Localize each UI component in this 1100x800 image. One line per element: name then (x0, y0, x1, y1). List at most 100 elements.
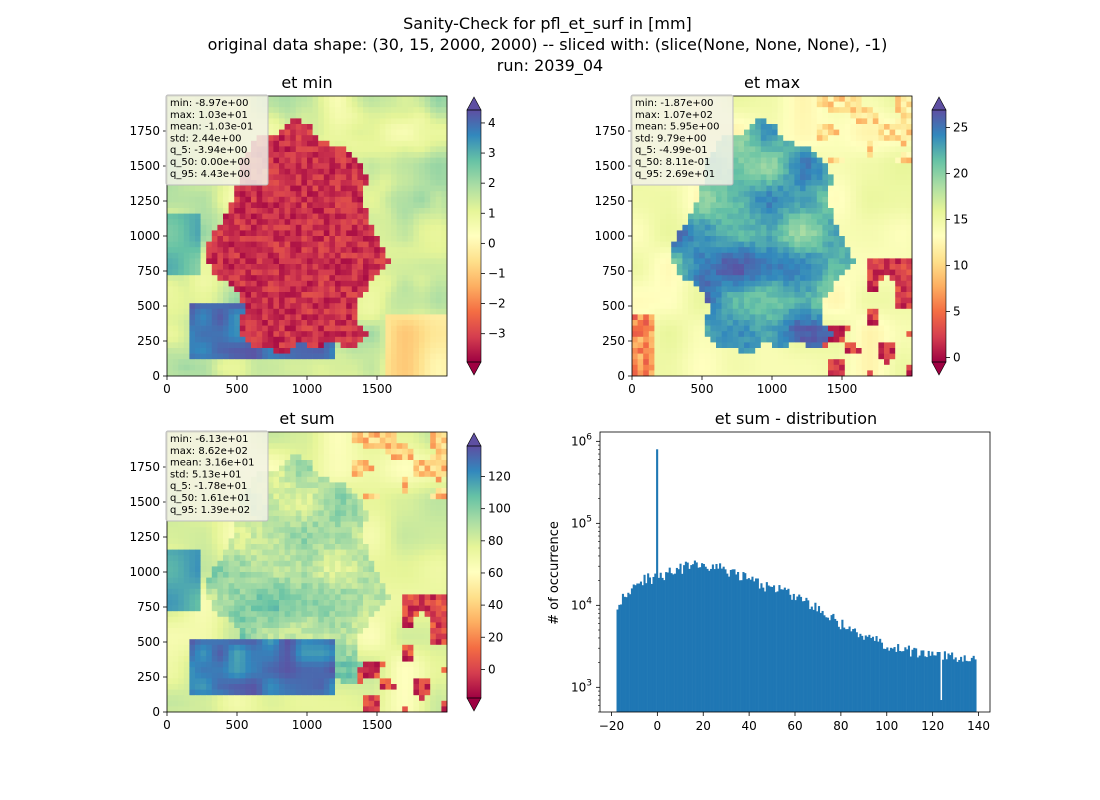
heatmap-cell (357, 331, 364, 338)
heatmap-cell (419, 140, 425, 147)
heatmap-cell (777, 314, 784, 321)
heatmap-cell (435, 269, 442, 276)
heatmap-cell (301, 264, 308, 270)
heatmap-cell (772, 174, 778, 181)
heatmap-cell (262, 258, 269, 265)
heatmap-cell (704, 185, 711, 192)
heatmap-cell (867, 331, 874, 338)
heatmap-cell (396, 168, 403, 175)
heatmap-cell (906, 241, 913, 248)
heatmap-cell (396, 185, 403, 192)
heatmap-cell (643, 342, 650, 349)
heatmap-cell (637, 224, 644, 231)
heatmap-cell (861, 275, 868, 282)
heatmap-cell (178, 247, 185, 254)
heatmap-cell (374, 264, 381, 270)
heatmap-cell (889, 196, 896, 203)
heatmap-cell (245, 202, 252, 209)
heatmap-cell (385, 325, 392, 332)
heatmap-cell (234, 196, 241, 203)
heatmap-cell (822, 275, 829, 282)
heatmap-cell (704, 308, 711, 315)
heatmap-cell (755, 269, 762, 276)
heatmap-cell (189, 314, 196, 321)
heatmap-cell (794, 202, 801, 209)
heatmap-cell (895, 269, 902, 276)
heatmap-cell (872, 275, 879, 282)
heatmap-cell (312, 118, 319, 125)
heatmap-cell (262, 353, 269, 360)
heatmap-cell (688, 336, 694, 343)
heatmap-cell (643, 224, 650, 231)
heatmap-cell (419, 342, 425, 349)
heatmap-cell (335, 264, 341, 270)
heatmap-cell (441, 185, 448, 192)
heatmap-cell (844, 129, 851, 136)
heatmap-cell (822, 191, 829, 198)
heatmap-cell (407, 196, 414, 203)
heatmap-cell (811, 303, 818, 310)
heatmap-cell (245, 314, 252, 321)
heatmap-cell (637, 342, 644, 349)
heatmap-cell (744, 320, 750, 326)
heatmap-cell (721, 230, 728, 237)
heatmap-cell (900, 252, 907, 259)
heatmap-cell (256, 359, 263, 366)
heatmap-cell (811, 157, 818, 164)
heatmap-cell (267, 140, 274, 147)
heatmap-cell (665, 297, 672, 304)
heatmap-cell (211, 325, 218, 332)
heatmap-cell (895, 286, 902, 293)
heatmap-cell (682, 348, 689, 354)
heatmap-cell (839, 219, 846, 226)
heatmap-cell (346, 303, 353, 310)
heatmap-cell (391, 168, 397, 175)
heatmap-cell (396, 297, 403, 304)
heatmap-cell (295, 247, 302, 254)
heatmap-cell (671, 325, 678, 332)
heatmap-cell (850, 174, 857, 181)
heatmap-cell (396, 157, 403, 164)
heatmap-cell (379, 124, 386, 130)
heatmap-cell (307, 275, 313, 282)
heatmap-cell (783, 292, 790, 298)
heatmap-cell (760, 152, 767, 158)
heatmap-cell (430, 275, 437, 282)
heatmap-cell (419, 219, 425, 226)
heatmap-cell (900, 157, 907, 164)
heatmap-cell (407, 236, 414, 242)
heatmap-cell (744, 236, 750, 242)
heatmap-cell (766, 275, 773, 282)
heatmap-cell (419, 180, 425, 186)
heatmap-cell (295, 370, 302, 377)
heatmap-cell (441, 208, 448, 214)
heatmap-cell (811, 140, 818, 147)
heatmap-cell (234, 247, 241, 254)
heatmap-cell (424, 314, 431, 321)
heatmap-cell (699, 247, 706, 254)
heatmap-cell (267, 241, 274, 248)
heatmap-cell (861, 336, 868, 343)
heatmap-cell (699, 219, 706, 226)
heatmap-cell (307, 286, 313, 293)
heatmap-cell (223, 325, 229, 332)
heatmap-cell (872, 174, 879, 181)
heatmap-cell (632, 230, 638, 237)
heatmap-cell (435, 213, 442, 220)
heatmap-cell (267, 264, 274, 270)
heatmap-cell (413, 364, 420, 371)
heatmap-cell (721, 208, 728, 214)
heatmap-cell (839, 241, 846, 248)
heatmap-cell (738, 219, 745, 226)
heatmap-cell (906, 359, 913, 366)
heatmap-cell (839, 152, 846, 158)
heatmap-cell (211, 303, 218, 310)
heatmap-cell (828, 185, 834, 192)
heatmap-cell (699, 336, 706, 343)
heatmap-cell (206, 336, 213, 343)
heatmap-cell (200, 202, 207, 209)
heatmap-cell (805, 241, 812, 248)
heatmap-cell (256, 336, 263, 343)
heatmap-cell (402, 180, 409, 186)
heatmap-cell (805, 348, 812, 354)
